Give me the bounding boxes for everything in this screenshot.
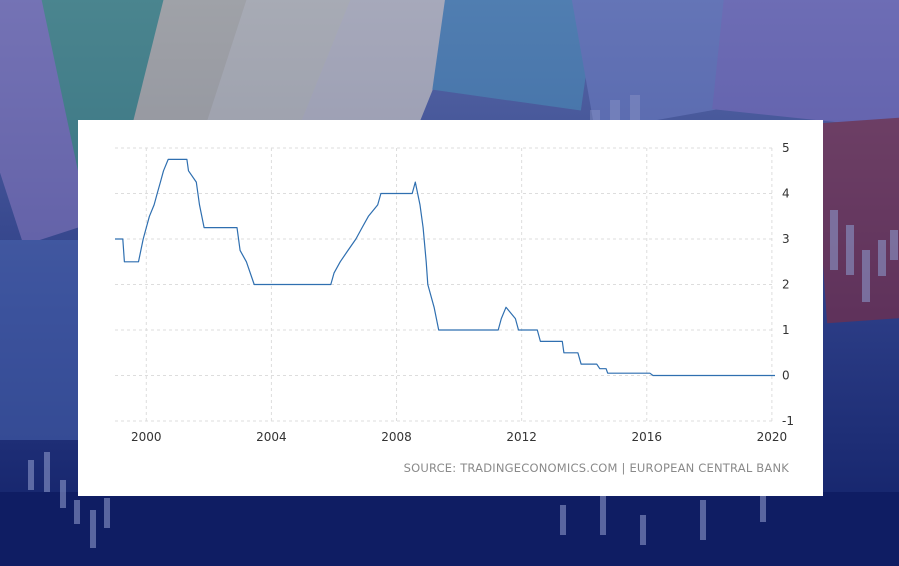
source-caption: SOURCE: TRADINGECONOMICS.COM | EUROPEAN … (403, 461, 789, 475)
y-axis-ticks: 5 4 3 2 1 0 -1 (782, 141, 794, 428)
x-tick-label: 2012 (506, 430, 537, 444)
line-chart: 2000 2004 2008 2012 2016 2020 5 4 3 2 1 0 -1 (115, 141, 794, 444)
chart-card: 2000 2004 2008 2012 2016 2020 5 4 3 2 1 0 -1 SOURCE… (78, 120, 823, 496)
y-tick-label: 1 (782, 323, 790, 337)
x-tick-label: 2004 (256, 430, 287, 444)
y-tick-label: 0 (782, 369, 790, 383)
x-tick-label: 2020 (757, 430, 788, 444)
y-tick-label: -1 (782, 414, 794, 428)
x-tick-label: 2008 (381, 430, 412, 444)
series-line (115, 158, 775, 377)
y-tick-label: 4 (782, 187, 790, 201)
x-tick-label: 2000 (131, 430, 162, 444)
grid-lines (115, 147, 775, 422)
series-layer (115, 158, 775, 377)
x-axis-ticks: 2000 2004 2008 2012 2016 2020 (131, 430, 787, 444)
x-tick-label: 2016 (631, 430, 662, 444)
y-tick-label: 3 (782, 232, 790, 246)
y-tick-label: 2 (782, 278, 790, 292)
y-tick-label: 5 (782, 141, 790, 155)
